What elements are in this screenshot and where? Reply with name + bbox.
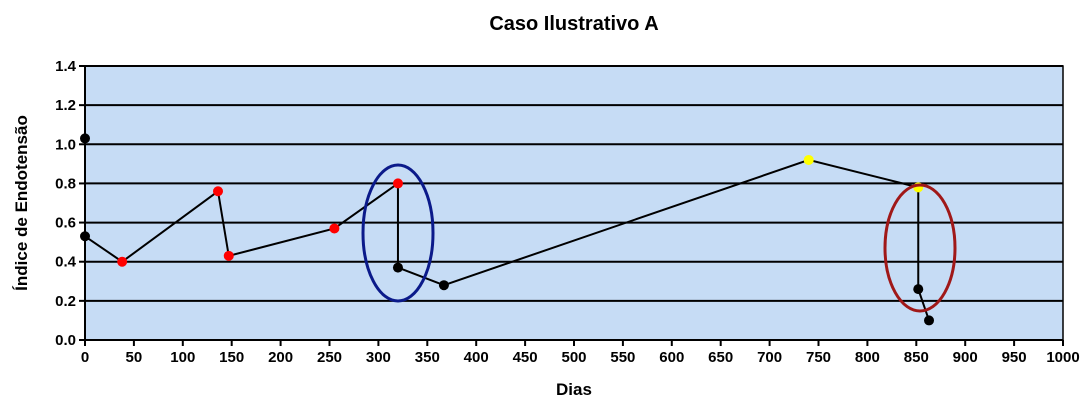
x-tick-label: 0 [81, 349, 89, 366]
x-tick-label: 950 [1002, 349, 1027, 366]
data-line [84, 158, 930, 321]
y-tick-label: 1.0 [55, 136, 76, 153]
x-tick-label: 50 [126, 349, 143, 366]
x-tick-label: 600 [659, 349, 684, 366]
x-tick-label: 1000 [1046, 349, 1079, 366]
x-tick-label: 200 [268, 349, 293, 366]
data-point [329, 223, 340, 234]
x-tick-label: 100 [170, 349, 195, 366]
highlight-ellipse [883, 183, 957, 313]
marks [80, 133, 935, 326]
data-point [924, 315, 935, 326]
x-axis-label: Dias [556, 380, 592, 399]
data-point [913, 284, 924, 295]
data-point [223, 250, 234, 261]
x-tick-label: 550 [610, 349, 635, 366]
x-tick-label: 150 [219, 349, 244, 366]
x-tick-label: 300 [366, 349, 391, 366]
y-tick-label: 0.2 [55, 293, 76, 310]
data-point [392, 178, 403, 189]
data-point [803, 154, 814, 165]
x-tick-label: 650 [708, 349, 733, 366]
x-tick-label: 450 [513, 349, 538, 366]
grid [85, 65, 1063, 341]
data-point [213, 186, 224, 197]
x-tick-label: 700 [757, 349, 782, 366]
y-tick-label: 0.8 [55, 175, 76, 192]
x-tick-label: 350 [415, 349, 440, 366]
chart-title: Caso Ilustrativo A [489, 13, 658, 35]
x-tick-label: 250 [317, 349, 342, 366]
x-tick-label: 750 [806, 349, 831, 366]
data-point [392, 262, 403, 273]
y-axis-label: Índice de Endotensão [12, 115, 31, 291]
x-tick-label: 850 [904, 349, 929, 366]
data-point [117, 256, 128, 267]
x-tick-label: 800 [855, 349, 880, 366]
y-tick-label: 0.0 [55, 332, 76, 349]
x-tick-label: 900 [953, 349, 978, 366]
y-tick-label: 1.2 [55, 97, 76, 114]
x-tick-label: 500 [561, 349, 586, 366]
y-tick-label: 0.4 [55, 254, 77, 271]
highlight-ellipse [361, 163, 435, 303]
y-tick-label: 1.4 [55, 58, 77, 75]
data-point [438, 280, 449, 291]
y-tick-label: 0.6 [55, 215, 76, 232]
plot-area [84, 65, 1064, 341]
x-tick-label: 400 [464, 349, 489, 366]
